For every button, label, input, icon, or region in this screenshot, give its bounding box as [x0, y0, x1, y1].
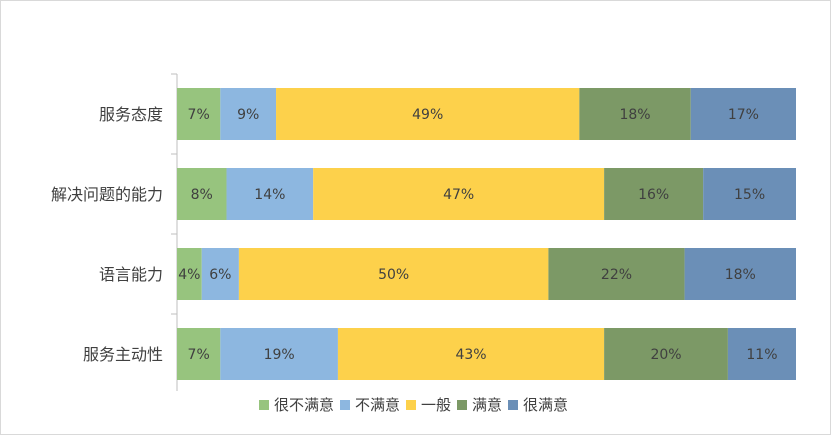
legend-label: 很不满意	[273, 396, 334, 414]
category-label: 服务主动性	[83, 345, 163, 364]
legend: 很不满意 不满意 一般 满意 很满意	[1, 394, 831, 415]
bar-segment	[548, 248, 685, 300]
data-label: 9%	[237, 107, 259, 123]
category-label: 语言能力	[99, 265, 163, 284]
data-label: 7%	[188, 347, 210, 363]
legend-item: 很不满意	[258, 394, 334, 415]
bars-layer	[177, 88, 796, 380]
data-label: 15%	[734, 187, 765, 203]
legend-label: 不满意	[354, 396, 400, 414]
data-label: 43%	[455, 347, 486, 363]
bar-segment	[690, 88, 796, 140]
legend-swatch	[405, 399, 416, 410]
data-label: 11%	[746, 347, 777, 363]
data-label: 17%	[728, 107, 759, 123]
bar-segment	[238, 248, 549, 300]
legend-item: 一般	[405, 394, 451, 415]
legend-label: 一般	[420, 396, 451, 414]
legend-item: 满意	[457, 394, 502, 415]
bar-segment	[579, 88, 691, 140]
bar-segment	[220, 328, 338, 380]
bar-segment	[337, 328, 605, 380]
data-label: 16%	[638, 187, 669, 203]
data-label: 6%	[209, 267, 231, 283]
bar-segment	[313, 168, 605, 220]
bar-segment	[703, 168, 796, 220]
category-label: 解决问题的能力	[51, 185, 163, 204]
bar-segment	[220, 88, 277, 140]
bar-segment	[684, 248, 796, 300]
data-label: 14%	[254, 187, 285, 203]
bar-segment	[177, 168, 227, 220]
bar-segment	[201, 248, 239, 300]
data-label: 50%	[378, 267, 409, 283]
legend-item: 很满意	[508, 394, 568, 415]
data-label: 8%	[191, 187, 213, 203]
legend-label: 满意	[472, 396, 503, 414]
data-labels-layer: 7% 9% 49% 18% 17% 8% 14% 47% 16% 15% 4% 6% 50% 22% 18%…	[178, 107, 777, 363]
data-label: 18%	[725, 267, 756, 283]
data-label: 7%	[188, 107, 210, 123]
category-label: 服务态度	[99, 105, 163, 124]
bar-segment	[177, 248, 202, 300]
data-label: 49%	[412, 107, 443, 123]
bar-segment	[727, 328, 796, 380]
data-label: 20%	[650, 347, 681, 363]
bar-segment	[604, 328, 728, 380]
legend-item: 不满意	[339, 394, 400, 415]
legend-swatch	[258, 399, 269, 410]
bar-segment	[604, 168, 704, 220]
bar-segment	[177, 328, 221, 380]
data-label: 47%	[443, 187, 474, 203]
data-label: 4%	[178, 267, 200, 283]
legend-swatch	[508, 399, 519, 410]
legend-swatch	[339, 399, 350, 410]
bar-segment	[276, 88, 580, 140]
data-label: 18%	[619, 107, 650, 123]
bar-segment	[226, 168, 314, 220]
legend-swatch	[457, 399, 467, 410]
data-label: 19%	[264, 347, 295, 363]
data-label: 22%	[601, 267, 632, 283]
bar-segment	[177, 88, 221, 140]
legend-label: 很满意	[523, 396, 569, 414]
